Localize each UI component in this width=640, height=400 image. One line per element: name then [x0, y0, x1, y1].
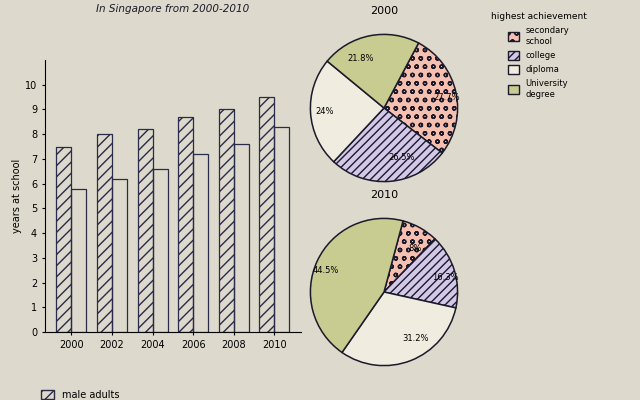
Text: 31.2%: 31.2% — [402, 334, 429, 343]
Legend: male adults, female adults: male adults, female adults — [37, 386, 133, 400]
Text: 27.7%: 27.7% — [433, 93, 460, 102]
Text: 24%: 24% — [316, 107, 334, 116]
Text: 44.5%: 44.5% — [312, 266, 339, 276]
Text: 21.8%: 21.8% — [348, 54, 374, 64]
Wedge shape — [384, 43, 458, 153]
Wedge shape — [310, 61, 384, 162]
Wedge shape — [327, 34, 419, 108]
Wedge shape — [384, 221, 435, 292]
Bar — [234, 144, 248, 332]
Wedge shape — [333, 108, 442, 182]
Legend: secondary
school, college, diploma, University
degree: secondary school, college, diploma, Univ… — [491, 12, 586, 99]
Wedge shape — [384, 239, 458, 308]
Text: 16.3%: 16.3% — [432, 273, 458, 282]
Y-axis label: years at school: years at school — [12, 159, 22, 233]
Bar — [193, 154, 208, 332]
Bar — [112, 179, 127, 332]
Bar — [56, 146, 72, 332]
Bar — [152, 169, 168, 332]
Wedge shape — [342, 292, 456, 366]
Text: In Singapore from 2000-2010: In Singapore from 2000-2010 — [96, 4, 250, 14]
Bar — [138, 129, 152, 332]
Text: 8%: 8% — [408, 244, 422, 253]
Bar — [259, 97, 274, 332]
Title: 2010: 2010 — [370, 190, 398, 200]
Bar — [219, 110, 234, 332]
Bar — [72, 188, 86, 332]
Text: 26.5%: 26.5% — [388, 153, 415, 162]
Bar — [97, 134, 112, 332]
Title: 2000: 2000 — [370, 6, 398, 16]
Bar — [274, 127, 289, 332]
Wedge shape — [310, 218, 403, 352]
Bar — [178, 117, 193, 332]
